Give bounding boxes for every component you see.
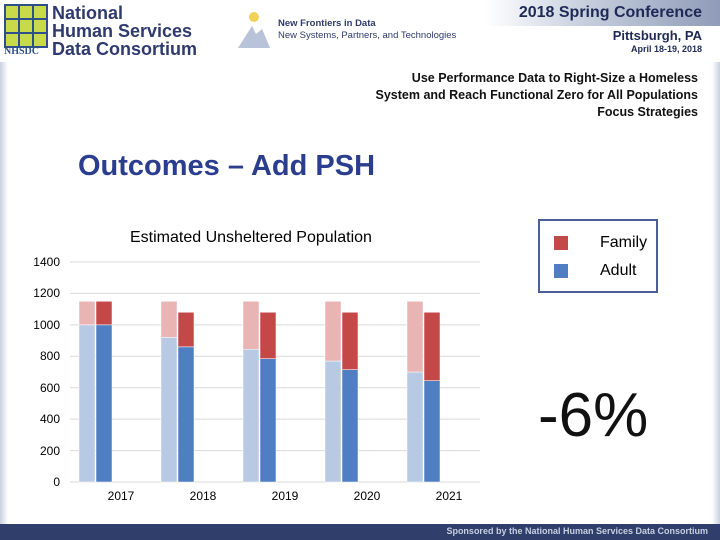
x-tick-label-2018: 2018 [189,489,217,503]
y-tick-label-0: 0 [53,475,60,489]
theme-text: New Frontiers in Data New Systems, Partn… [278,18,456,42]
bar-family-with_psh-2020 [341,312,359,370]
bar-family-baseline-2017 [78,301,96,326]
left-border [0,62,8,524]
chart-legend: Family Adult [538,219,658,293]
logo-line-1: National [52,3,124,23]
y-tick-label-400: 400 [39,412,60,427]
slide-footer: Sponsored by the National Human Services… [0,524,720,540]
bar-adult-baseline-2021 [406,371,424,483]
bar-adult-baseline-2020 [324,360,342,483]
theme-line-2: New Systems, Partners, and Technologies [278,30,457,41]
subtitle-line-2: System and Reach Functional Zero for All… [375,88,699,102]
conference-theme: New Frontiers in Data New Systems, Partn… [236,8,486,54]
slide-subtitle: Use Performance Data to Right-Size a Hom… [278,70,699,121]
subtitle-line-1: Use Performance Data to Right-Size a Hom… [411,71,698,85]
theme-line-1: New Frontiers in Data [278,18,376,29]
legend-swatch-adult [554,264,568,278]
bar-family-baseline-2018 [160,301,178,338]
bar-adult-baseline-2019 [242,348,260,483]
subtitle-line-3: Focus Strategies [597,105,698,119]
logo-abbreviation: NHSDC [4,46,40,57]
bar-adult-with_psh-2017 [95,324,113,483]
bar-family-with_psh-2017 [95,301,113,326]
conference-banner [486,0,720,26]
logo-org-name: National Human Services Data Consortium [52,4,197,58]
x-tick-label-2021: 2021 [435,489,463,503]
x-tick-label-2019: 2019 [271,489,299,503]
bar-adult-baseline-2018 [160,337,178,483]
y-tick-label-1200: 1200 [33,286,60,301]
bar-adult-with_psh-2018 [177,346,195,483]
bar-family-baseline-2020 [324,301,342,362]
bar-family-with_psh-2021 [423,312,441,381]
legend-label-family: Family [600,234,648,251]
x-tick-label-2017: 2017 [107,489,135,503]
footer-sponsor-text: Sponsored by the National Human Services… [446,526,708,536]
conference-title: 2018 Spring Conference [518,4,702,21]
bar-adult-with_psh-2019 [259,358,277,483]
right-border [712,62,720,524]
logo-line-2: Human Services [52,21,193,41]
y-tick-label-1000: 1000 [33,317,60,332]
logo-line-3: Data Consortium [52,39,198,59]
slide-header: NHSDC National Human Services Data Conso… [0,0,720,62]
bar-family-with_psh-2018 [177,312,195,348]
legend-label-adult: Adult [600,262,637,279]
conference-dates: April 18-19, 2018 [630,44,702,54]
legend-swatch-family [554,236,568,250]
bar-adult-with_psh-2020 [341,369,359,483]
bar-family-with_psh-2019 [259,312,277,359]
y-tick-label-200: 200 [39,443,60,458]
bar-family-baseline-2021 [406,301,424,373]
slide-title: Outcomes – Add PSH [78,150,376,182]
bar-family-baseline-2019 [242,301,260,350]
y-tick-label-600: 600 [39,380,60,395]
y-tick-label-1400: 1400 [33,255,60,269]
bar-adult-baseline-2017 [78,324,96,483]
mountain-icon [238,12,270,48]
x-tick-label-2020: 2020 [353,489,381,503]
conference-city: Pittsburgh, PA [612,28,702,43]
percent-change-callout: -6% [538,381,649,450]
y-tick-label-800: 800 [39,349,60,364]
chart-title: Estimated Unsheltered Population [130,229,372,246]
nhsdc-logo: NHSDC National Human Services Data Conso… [4,4,197,58]
bar-adult-with_psh-2021 [423,380,441,483]
logo-grid-icon [4,4,48,48]
